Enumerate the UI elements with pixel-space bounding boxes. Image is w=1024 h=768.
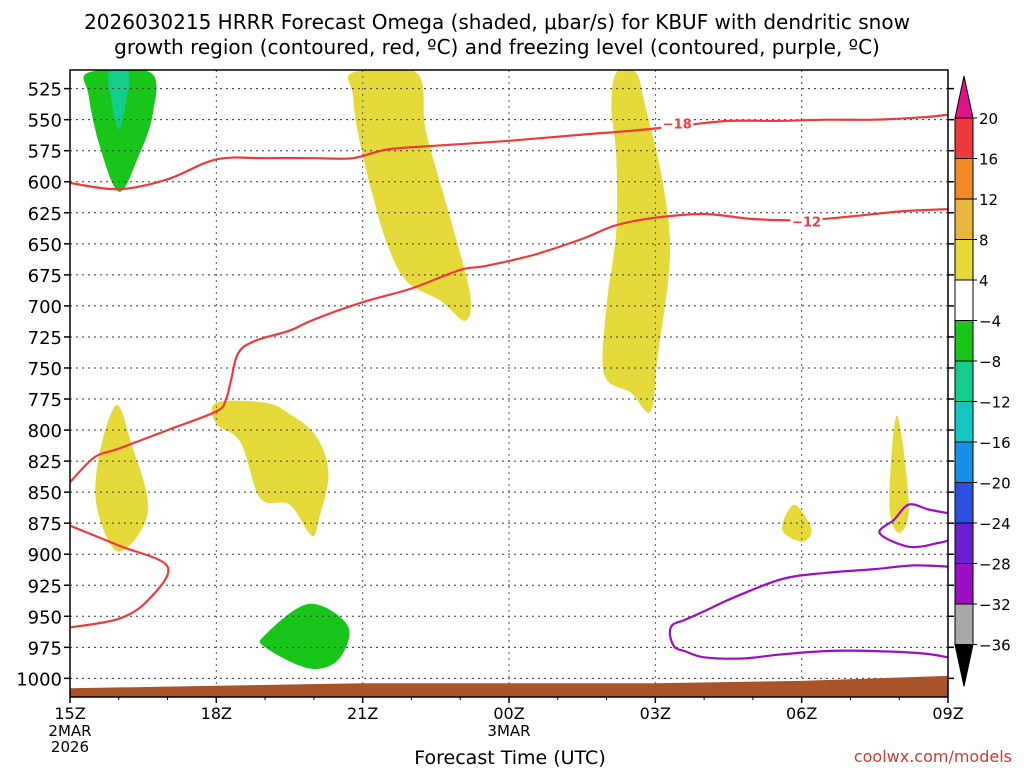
x-tick-label: 15Z [54, 704, 85, 723]
temperature-contours: −18 −12 [70, 113, 948, 660]
y-tick-label: 650 [28, 235, 62, 256]
colorbar-label: −4 [979, 313, 1001, 331]
colorbar-label: 8 [979, 232, 989, 250]
colorbar-label: 4 [979, 272, 989, 290]
colorbar-bottom-arrow [954, 644, 974, 687]
colorbar-label: −24 [979, 515, 1011, 533]
colorbar-swatch [954, 279, 974, 321]
x-axis-label: Forecast Time (UTC) [414, 747, 605, 768]
chart-title-line-2: growth region (contoured, red, ºC) and f… [114, 35, 880, 59]
omega-region-7 [107, 70, 130, 130]
red-contour-0 [70, 113, 948, 191]
y-tick-label: 875 [28, 514, 62, 535]
colorbar-label: −36 [979, 637, 1011, 655]
omega-region-1 [211, 400, 329, 537]
x-tick-label: 09Z [932, 704, 963, 723]
colorbar-label: −16 [979, 434, 1011, 452]
omega-region-5 [889, 415, 910, 534]
y-tick-label: 800 [28, 421, 62, 442]
y-tick-label: 750 [28, 359, 62, 380]
purple-contour-0 [878, 503, 948, 549]
y-axis: 525 550 575 600 625 650 675 700 725 750 775 800 825 8… [16, 80, 954, 690]
y-tick-label: 900 [28, 545, 62, 566]
credit-link[interactable]: coolwx.com/models [854, 747, 1012, 766]
purple-contour-1 [668, 564, 948, 660]
contour-label: −18 [663, 117, 692, 132]
x-tick-label: 03Z [640, 704, 671, 723]
omega-region-2 [348, 70, 471, 321]
colorbar-swatch [954, 563, 974, 605]
colorbar-label: −8 [979, 353, 1001, 371]
colorbar-label: −28 [979, 556, 1011, 574]
y-tick-label: 1000 [16, 669, 62, 690]
y-tick-label: 925 [28, 576, 62, 597]
omega-region-6 [83, 70, 157, 192]
y-tick-label: 700 [28, 297, 62, 318]
colorbar-label: 12 [979, 191, 998, 209]
y-tick-label: 825 [28, 452, 62, 473]
colorbar-swatch [954, 239, 974, 281]
colorbar-swatch [954, 401, 974, 443]
y-tick-label: 850 [28, 483, 62, 504]
terrain-fill [70, 675, 948, 697]
red-contour-2 [70, 524, 170, 629]
colorbar-top-arrow [954, 75, 974, 119]
x-tick-label: 00Z [493, 704, 524, 723]
colorbar-swatch [954, 320, 974, 362]
colorbar-label: 16 [979, 151, 998, 169]
colorbar-swatch [954, 117, 974, 159]
colorbar-label: −12 [979, 394, 1011, 412]
colorbar-swatch [954, 482, 974, 524]
y-tick-label: 600 [28, 173, 62, 194]
y-tick-label: 575 [28, 142, 62, 163]
colorbar-swatch [954, 360, 974, 402]
x-date-label: 2MAR [48, 722, 91, 740]
colorbar-swatch [954, 522, 974, 564]
omega-shaded-regions [83, 70, 910, 669]
omega-region-0 [95, 405, 149, 552]
colorbar-swatch [954, 603, 974, 645]
y-tick-label: 675 [28, 266, 62, 287]
x-date-label: 3MAR [487, 722, 530, 740]
terrain-polygon [70, 675, 948, 697]
chart-title-line-1: 2026030215 HRRR Forecast Omega (shaded, … [84, 10, 910, 34]
x-tick-label: 18Z [201, 704, 232, 723]
y-tick-label: 550 [28, 111, 62, 132]
contour-label-bg [790, 213, 823, 230]
colorbar-label: −32 [979, 596, 1011, 614]
y-tick-label: 525 [28, 80, 62, 101]
red-contour-1 [70, 208, 948, 483]
contour-label: −12 [792, 215, 821, 230]
omega-region-8 [259, 603, 350, 669]
colorbar-label: −20 [979, 475, 1011, 493]
x-date-label: 2026 [51, 738, 89, 756]
y-tick-label: 725 [28, 328, 62, 349]
colorbar: 20 16 12 8 4 −4 −8 −12 −16 −20 −24 −28 −32 −36 [954, 75, 1011, 687]
y-tick-label: 625 [28, 204, 62, 225]
colorbar-swatch [954, 441, 974, 483]
colorbar-swatch [954, 198, 974, 240]
colorbar-swatch [954, 158, 974, 200]
grid-lines [70, 70, 948, 697]
y-tick-label: 775 [28, 390, 62, 411]
x-tick-label: 21Z [347, 704, 378, 723]
y-tick-label: 950 [28, 607, 62, 628]
omega-region-3 [602, 70, 671, 413]
x-tick-label: 06Z [786, 704, 817, 723]
y-tick-label: 975 [28, 638, 62, 659]
contour-label-bg [661, 115, 694, 132]
colorbar-label: 20 [979, 110, 998, 128]
